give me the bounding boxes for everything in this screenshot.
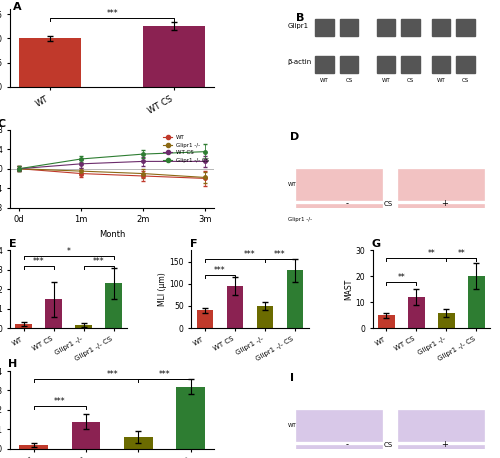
Text: **: ** [458, 249, 466, 258]
Text: D: D [290, 132, 299, 142]
Text: -: - [346, 440, 348, 449]
Bar [296, 169, 382, 200]
Bar [456, 19, 474, 36]
Text: C: C [0, 120, 6, 129]
Text: *: * [66, 247, 70, 256]
Bar [432, 19, 450, 36]
Bar [401, 19, 419, 36]
Text: CS: CS [462, 77, 469, 82]
Bar [46, 299, 62, 328]
Legend: WT, Glipr1 -/-, WT CS, Glipr1 -/- CS: WT, Glipr1 -/-, WT CS, Glipr1 -/- CS [161, 132, 212, 165]
Text: CS: CS [346, 77, 352, 82]
Bar [438, 313, 454, 328]
Bar [197, 311, 214, 328]
Text: F: F [190, 239, 198, 249]
Text: β-actin: β-actin [288, 59, 312, 65]
Text: ***: *** [274, 250, 286, 259]
Text: ***: *** [214, 266, 226, 275]
Bar [296, 445, 382, 458]
Y-axis label: MAST: MAST [344, 278, 353, 300]
Bar [16, 324, 32, 328]
Text: **: ** [428, 249, 436, 258]
Bar [408, 297, 424, 328]
Bar [143, 26, 205, 87]
Text: G: G [372, 239, 380, 249]
Text: E: E [8, 239, 16, 249]
Text: WT: WT [436, 77, 446, 82]
Text: ***: *** [32, 257, 44, 266]
Text: CS: CS [384, 442, 392, 448]
Bar [456, 56, 474, 73]
Bar [398, 204, 484, 235]
Bar [340, 56, 358, 73]
Bar [316, 19, 334, 36]
X-axis label: Month: Month [99, 230, 126, 239]
Bar [256, 306, 273, 328]
Bar [176, 387, 205, 449]
Bar [432, 56, 450, 73]
Bar [296, 410, 382, 441]
Bar [401, 56, 419, 73]
Text: ***: *** [106, 9, 118, 18]
Text: WT: WT [288, 182, 296, 187]
Bar [72, 422, 101, 449]
Bar [398, 445, 484, 458]
Text: B: B [296, 13, 304, 23]
Bar [20, 445, 48, 449]
Text: +: + [442, 199, 448, 208]
Bar [376, 56, 395, 73]
Text: **: ** [398, 273, 406, 282]
Bar [398, 169, 484, 200]
Bar [227, 286, 244, 328]
Text: ***: *** [158, 370, 170, 379]
Text: I: I [290, 373, 294, 383]
Text: H: H [8, 359, 17, 369]
Bar [398, 410, 484, 441]
Bar [316, 56, 334, 73]
Text: A: A [13, 2, 22, 12]
Text: CS: CS [384, 201, 392, 207]
Text: Glipr1: Glipr1 [288, 23, 309, 29]
Bar [376, 19, 395, 36]
Text: +: + [442, 440, 448, 449]
Y-axis label: MLI (μm): MLI (μm) [158, 273, 166, 306]
Bar [378, 315, 394, 328]
Bar [468, 276, 484, 328]
Bar [340, 19, 358, 36]
Text: WT: WT [288, 423, 296, 428]
Bar [20, 38, 81, 87]
Text: ***: *** [106, 370, 118, 379]
Bar [296, 204, 382, 235]
Bar [286, 270, 303, 328]
Text: -: - [346, 199, 348, 208]
Text: ***: *** [92, 257, 104, 266]
Bar [76, 325, 92, 328]
Text: Glipr1 -/-: Glipr1 -/- [288, 217, 312, 222]
Bar [106, 284, 122, 328]
Text: WT: WT [382, 77, 390, 82]
Bar [124, 437, 152, 449]
Text: ***: *** [244, 250, 256, 259]
Text: ***: *** [54, 397, 66, 406]
Text: WT: WT [320, 77, 329, 82]
Text: CS: CS [406, 77, 414, 82]
